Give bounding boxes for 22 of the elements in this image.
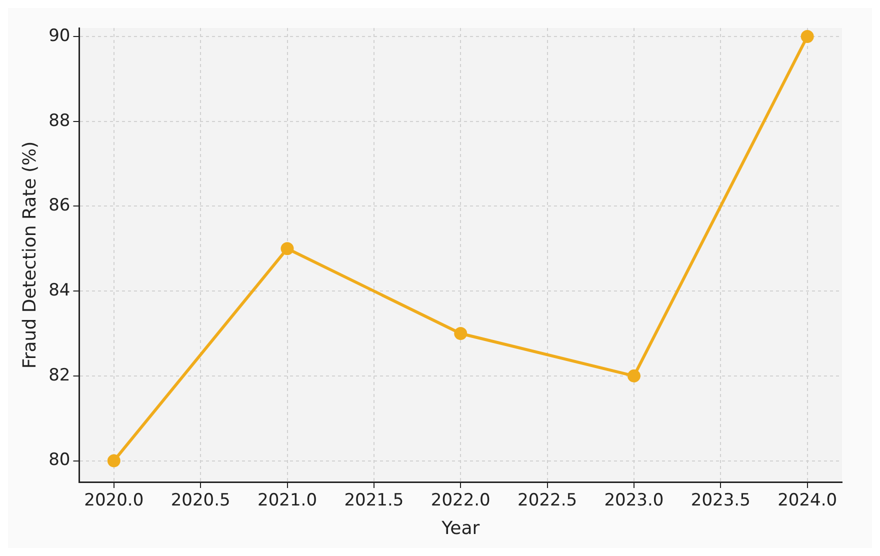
x-tick-label: 2023.0 xyxy=(604,490,664,511)
x-axis-title: Year xyxy=(440,518,480,539)
y-tick-label: 88 xyxy=(48,110,70,131)
x-tick-label: 2021.0 xyxy=(258,490,317,511)
x-tick-label: 2020.0 xyxy=(84,490,144,511)
x-tick-label: 2024.0 xyxy=(778,490,838,511)
y-tick-label: 90 xyxy=(48,26,70,46)
y-tick-label: 82 xyxy=(48,365,70,386)
point xyxy=(280,242,294,256)
y-tick-label: 86 xyxy=(48,196,70,216)
y-axis-title: Fraud Detection Rate (%) xyxy=(19,141,40,369)
point xyxy=(627,369,640,382)
x-tick-label: 2022.0 xyxy=(430,490,490,511)
x-tick-label: 2020.5 xyxy=(170,490,230,511)
x-tick-label: 2023.5 xyxy=(690,490,750,511)
x-tick-label: 2021.5 xyxy=(344,490,404,511)
y-tick-label: 80 xyxy=(48,450,70,470)
x-tick-label: 2022.5 xyxy=(518,490,578,511)
point xyxy=(454,326,468,340)
point xyxy=(800,30,814,43)
point xyxy=(107,454,120,468)
y-tick-label: 84 xyxy=(48,280,70,300)
